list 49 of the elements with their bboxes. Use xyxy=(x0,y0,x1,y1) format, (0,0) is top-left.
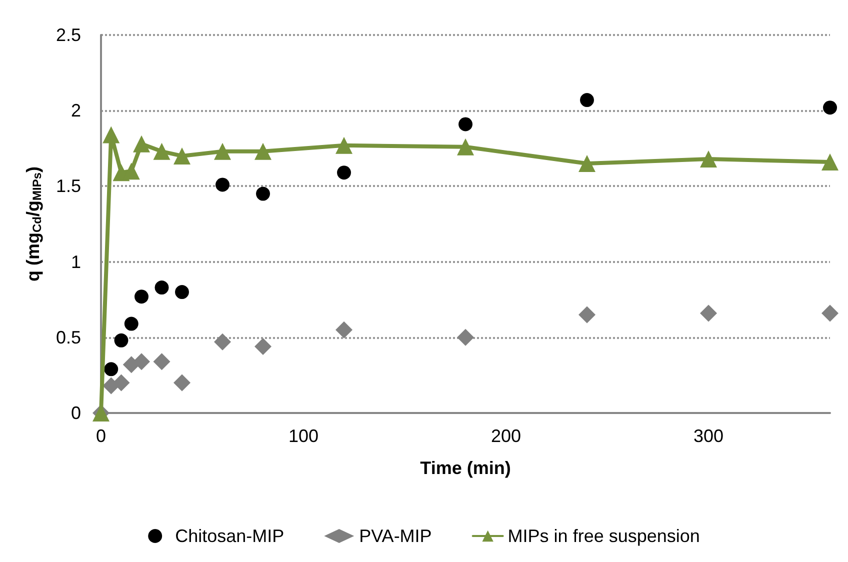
point xyxy=(175,285,189,300)
point xyxy=(458,117,472,132)
point xyxy=(336,136,352,154)
point xyxy=(700,304,717,322)
point xyxy=(102,126,120,144)
point xyxy=(823,100,837,115)
point xyxy=(822,154,838,171)
x-axis-title: Time (min) xyxy=(420,458,511,478)
point xyxy=(154,280,169,294)
point xyxy=(254,142,272,160)
point xyxy=(214,333,231,350)
point xyxy=(133,353,150,370)
point xyxy=(104,362,118,376)
point xyxy=(578,306,596,324)
point xyxy=(134,290,148,304)
y-tick-label: 0.5 xyxy=(56,327,81,348)
y-axis-title: q (mgCd/gMIPs) xyxy=(23,166,44,282)
point xyxy=(124,316,138,331)
legend-label: MIPs in free suspension xyxy=(508,526,700,546)
point xyxy=(256,186,270,201)
point xyxy=(214,142,231,160)
point xyxy=(337,166,351,180)
x-tick-label: 100 xyxy=(288,426,319,446)
point xyxy=(822,304,838,322)
point xyxy=(174,374,190,392)
y-tick-label: 0 xyxy=(70,403,81,423)
x-tick-label: 200 xyxy=(490,426,522,446)
x-tick-label: 300 xyxy=(693,426,724,446)
point xyxy=(153,142,170,160)
legend-label: Chitosan-MIP xyxy=(175,526,284,546)
point xyxy=(254,338,272,355)
point xyxy=(578,155,596,172)
point xyxy=(114,333,128,348)
y-tick-label: 1.5 xyxy=(56,176,81,196)
point xyxy=(580,93,594,108)
point xyxy=(153,353,170,370)
x-tick-label: 0 xyxy=(96,426,106,446)
point xyxy=(174,147,190,164)
point xyxy=(700,150,717,168)
y-tick-label: 1 xyxy=(70,252,81,272)
y-tick-label: 2 xyxy=(70,100,81,121)
point xyxy=(336,321,352,338)
point xyxy=(112,374,130,392)
point xyxy=(457,138,474,156)
y-tick-label: 2.5 xyxy=(56,25,81,45)
point xyxy=(457,328,474,346)
point xyxy=(133,135,150,152)
point xyxy=(216,178,230,192)
legend-label: PVA-MIP xyxy=(359,526,432,546)
